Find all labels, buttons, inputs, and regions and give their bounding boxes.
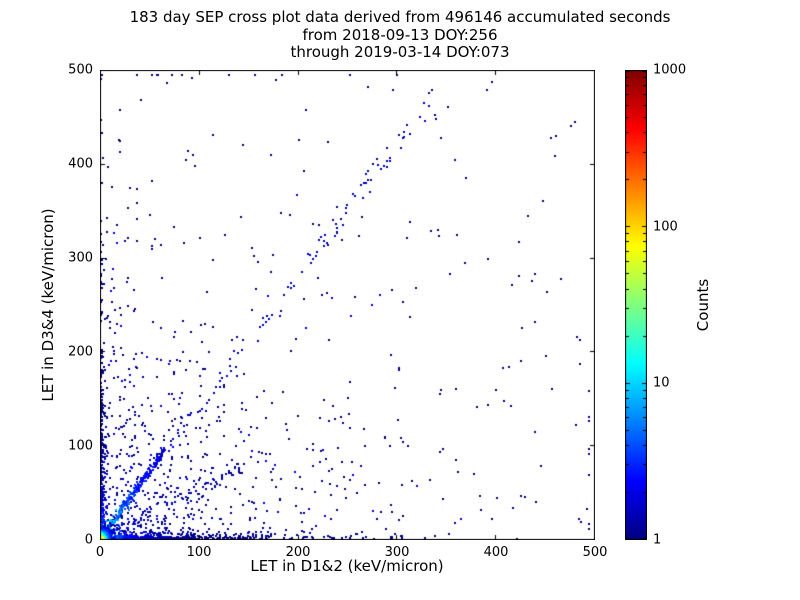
chart-title-line-1: 183 day SEP cross plot data derived from… [129, 8, 671, 26]
colorbar-tick-10: 10 [653, 375, 670, 391]
colorbar-tick-100: 100 [653, 219, 678, 235]
colorbar-label: Counts [694, 278, 712, 332]
chart-title-line-3: through 2019-03-14 DOY:073 [290, 43, 510, 61]
y-tick-label-100: 100 [68, 438, 93, 454]
x-axis-label: LET in D1&2 (keV/micron) [250, 557, 444, 575]
chart-title-line-2: from 2018-09-13 DOY:256 [302, 26, 498, 44]
colorbar-canvas [625, 70, 647, 540]
x-tick-label-100: 100 [186, 545, 212, 560]
y-tick-label-400: 400 [68, 156, 93, 172]
y-tick-label-300: 300 [68, 250, 93, 266]
x-tick-label-500: 500 [582, 545, 608, 560]
colorbar-tick-1: 1 [653, 532, 662, 548]
scatter-plot-canvas [100, 70, 595, 540]
colorbar-tick-1000: 1000 [653, 62, 687, 78]
y-tick-label-200: 200 [68, 344, 93, 360]
x-tick-label-400: 400 [483, 545, 509, 560]
y-tick-label-500: 500 [68, 62, 93, 78]
x-tick-label-300: 300 [384, 545, 410, 560]
y-tick-label-0: 0 [84, 532, 93, 548]
x-tick-label-200: 200 [285, 545, 311, 560]
x-tick-label-0: 0 [95, 545, 105, 560]
y-axis-label: LET in D3&4 (keV/micron) [39, 208, 57, 402]
